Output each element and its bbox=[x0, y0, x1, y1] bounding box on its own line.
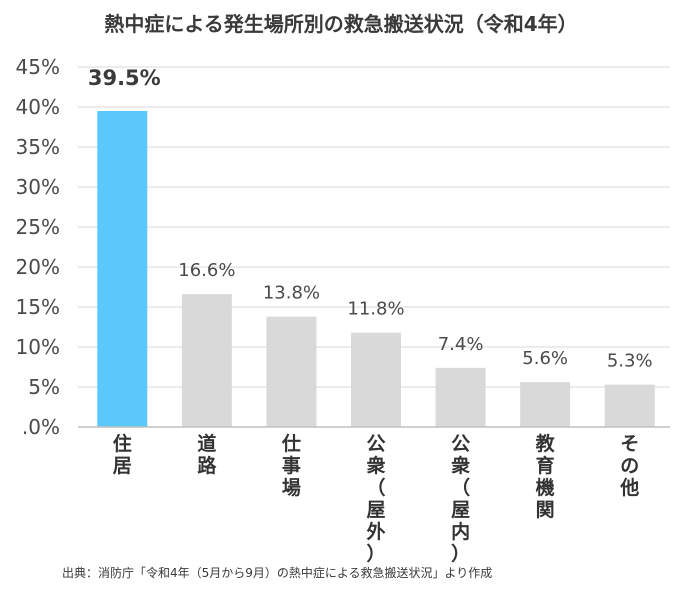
y-tick-label: 15% bbox=[16, 295, 60, 319]
value-label: 11.8% bbox=[347, 299, 404, 320]
value-label: 5.6% bbox=[522, 348, 568, 369]
y-tick-label: 10% bbox=[16, 335, 60, 359]
y-axis-ticks: .0% 5% 10% 15% 20% 25% 30% 35% 40% 45% bbox=[16, 55, 60, 439]
value-label: 7.4% bbox=[438, 334, 484, 355]
category-label: 道路 bbox=[197, 432, 217, 477]
y-tick-label: 5% bbox=[28, 375, 60, 399]
value-label: 5.3% bbox=[607, 351, 653, 372]
bars bbox=[97, 111, 655, 427]
y-tick-label: 20% bbox=[16, 255, 60, 279]
value-label: 39.5% bbox=[88, 66, 161, 90]
bar bbox=[97, 111, 148, 427]
value-label: 16.6% bbox=[178, 260, 235, 281]
category-labels: 住居 道路 仕事場 公衆（屋外） 公衆（屋内） 教育機関 その他 bbox=[113, 432, 639, 565]
chart-title: 熱中症による発生場所別の救急搬送状況（令和4年） bbox=[104, 12, 578, 36]
y-tick-label: 45% bbox=[16, 55, 60, 79]
y-tick-label: 35% bbox=[16, 135, 60, 159]
source-note: 出典：消防庁「令和4年（5月から9月）の熱中症による救急搬送状況」より作成 bbox=[62, 566, 493, 580]
category-label: 仕事場 bbox=[281, 432, 301, 499]
category-label: 公衆（屋外） bbox=[366, 433, 385, 565]
bar bbox=[266, 316, 317, 427]
category-label: 公衆（屋内） bbox=[451, 433, 470, 565]
y-tick-label: 30% bbox=[16, 175, 60, 199]
bar bbox=[604, 384, 655, 427]
category-label: 教育機関 bbox=[536, 432, 556, 521]
bar bbox=[435, 367, 486, 427]
bar bbox=[520, 382, 571, 427]
value-labels: 39.5% 16.6% 13.8% 11.8% 7.4% 5.6% 5.3% bbox=[88, 66, 653, 372]
bar bbox=[181, 294, 232, 427]
y-tick-label: 40% bbox=[16, 95, 60, 119]
bar bbox=[351, 332, 401, 427]
y-tick-label: 25% bbox=[16, 215, 60, 239]
category-label: その他 bbox=[619, 433, 639, 499]
y-tick-label: .0% bbox=[22, 415, 60, 439]
gridlines bbox=[78, 66, 670, 388]
category-label: 住居 bbox=[113, 432, 132, 477]
value-label: 13.8% bbox=[263, 283, 320, 304]
